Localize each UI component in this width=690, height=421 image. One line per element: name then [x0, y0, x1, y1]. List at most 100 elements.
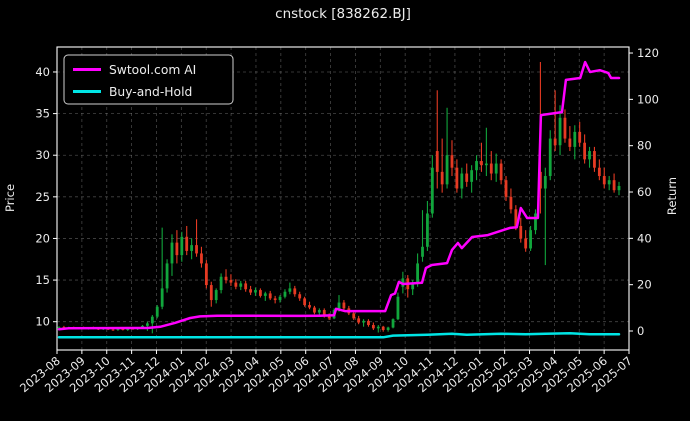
candle-body [460, 173, 464, 189]
candle-body [484, 163, 488, 166]
candle-body [381, 326, 385, 331]
legend-label-swtool-ai: Swtool.com AI [109, 63, 196, 77]
candle-body [263, 293, 267, 296]
candle-body [200, 253, 203, 264]
candle-body [475, 161, 478, 171]
candle-body [317, 310, 321, 313]
candle-body [524, 238, 528, 249]
left-axis-label: Price [3, 184, 17, 212]
candle-body [165, 263, 169, 289]
candle-body [322, 310, 326, 316]
candle-body [111, 329, 115, 331]
legend-box [63, 54, 234, 105]
candle-body [386, 327, 390, 331]
candle-body [342, 302, 346, 309]
series-line-buy-and-hold [57, 332, 621, 339]
candle-body [313, 307, 316, 313]
candle-body [499, 163, 503, 181]
candle-body [455, 167, 459, 189]
candle-body [190, 245, 194, 251]
candle-body [283, 291, 287, 297]
candle-body [583, 142, 587, 160]
candle-body [430, 167, 434, 214]
candle-body [617, 186, 621, 191]
candle-body [239, 283, 243, 287]
candle-body [150, 316, 154, 324]
candle-body [391, 319, 395, 328]
candle-body [308, 305, 311, 308]
candle-body [155, 306, 159, 317]
return-tick-label: 40 [637, 231, 652, 245]
candle-body [204, 263, 208, 286]
candle-body [597, 167, 601, 177]
candle-body [234, 282, 238, 287]
candle-body [563, 117, 567, 139]
price-tick-label: 40 [35, 65, 50, 79]
return-tick-label: 0 [637, 324, 644, 338]
candle-body [219, 276, 223, 291]
candle-body [509, 196, 513, 210]
candle-body [298, 294, 302, 299]
legend-label-buy-and-hold: Buy-and-Hold [109, 85, 192, 99]
candle-body [160, 288, 164, 307]
candle-body [185, 236, 189, 251]
candle-body [367, 320, 370, 326]
return-tick-label: 120 [637, 46, 659, 60]
candle-body [278, 296, 282, 301]
candle-body [426, 213, 429, 247]
plot-border [56, 46, 630, 351]
candle-body [214, 290, 218, 301]
candle-body [568, 138, 572, 147]
candle-body [376, 326, 380, 329]
candle-body [57, 327, 61, 328]
candle-body [170, 242, 174, 264]
series-line-swtool-ai [57, 60, 621, 331]
candle-body [602, 176, 606, 185]
candle-body [480, 161, 483, 166]
candle-body [229, 280, 233, 283]
candle-body [121, 329, 125, 331]
return-tick-label: 20 [637, 278, 652, 292]
candle-body [254, 290, 257, 293]
candle-body [578, 131, 582, 143]
candle-body [593, 151, 596, 168]
price-tick-label: 15 [35, 273, 50, 287]
candle-body [362, 320, 365, 323]
candle-body [519, 225, 523, 239]
candlesticks [57, 61, 621, 334]
candle-body [514, 209, 518, 226]
candle-body [303, 298, 307, 306]
candle-body [357, 318, 361, 323]
price-tick-label: 10 [35, 315, 50, 329]
candle-body [470, 170, 474, 182]
price-tick-label: 20 [35, 231, 50, 245]
right-axis-label: Return [665, 177, 679, 215]
price-tick-label: 30 [35, 148, 50, 162]
candle-body [450, 155, 454, 168]
candle-body [573, 131, 577, 147]
candle-body [440, 171, 444, 185]
strategy-lines [57, 60, 621, 339]
candle-body [141, 325, 144, 328]
return-tick-label: 100 [637, 92, 659, 106]
candle-body [558, 117, 562, 146]
candle-body [504, 180, 508, 197]
candle-body [588, 151, 591, 160]
candle-body [435, 151, 439, 172]
candle-body [259, 290, 262, 296]
return-tick-label: 80 [637, 139, 652, 153]
candle-body [489, 163, 493, 174]
candle-body [607, 180, 611, 185]
candle-body [352, 313, 356, 319]
candle-body [126, 328, 130, 331]
candle-body [146, 323, 149, 326]
candle-body [548, 138, 552, 177]
candle-body [396, 296, 400, 320]
candle-body [445, 155, 449, 185]
candle-body [288, 288, 292, 292]
candle-body [612, 180, 616, 191]
candle-body [209, 285, 213, 301]
candle-body [553, 138, 557, 146]
